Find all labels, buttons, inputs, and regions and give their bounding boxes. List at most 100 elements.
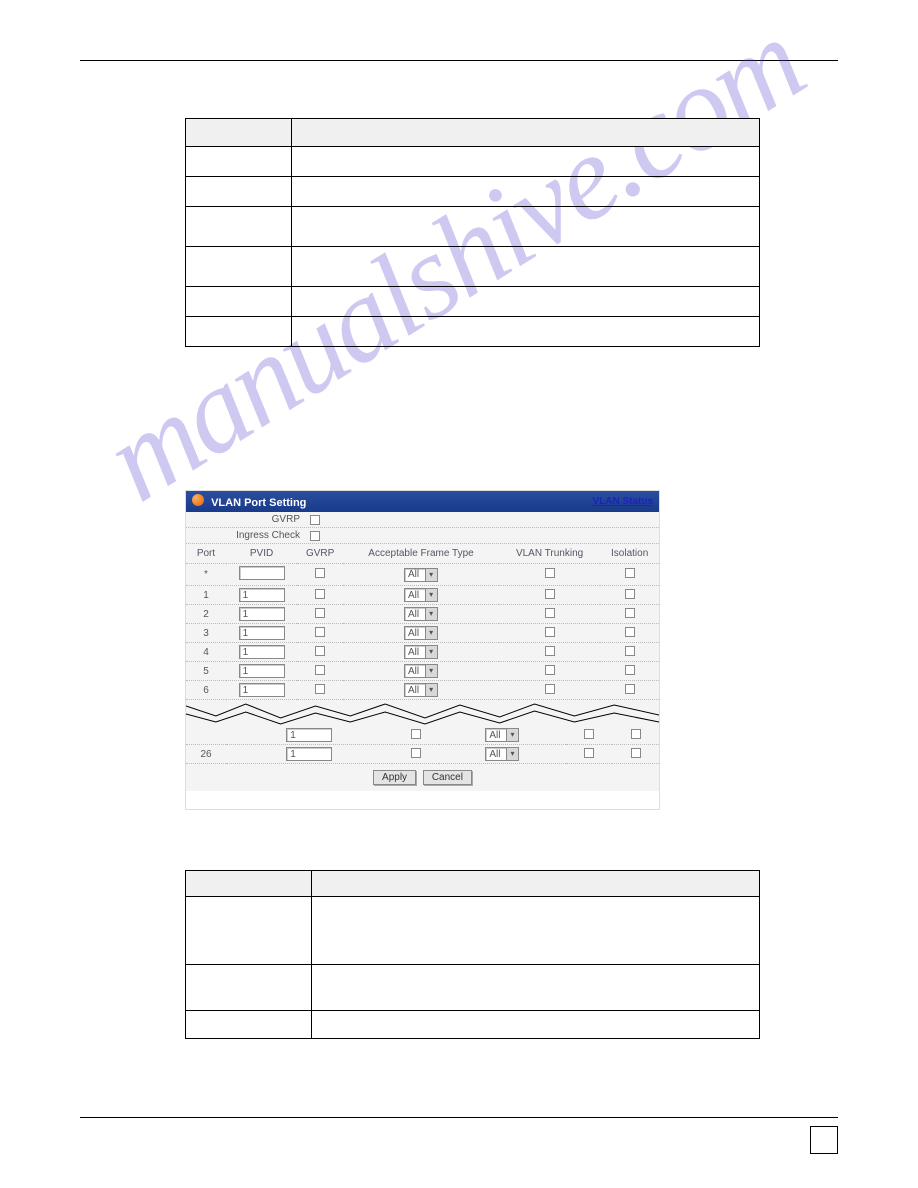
port-num: 1 xyxy=(186,586,226,605)
table1-cell xyxy=(186,177,292,207)
isolation-checkbox[interactable] xyxy=(625,589,635,599)
frame-type-select[interactable]: All▾ xyxy=(404,588,438,602)
vlan-screenshot: VLAN Port Setting VLAN Status GVRP Ingre… xyxy=(185,490,660,810)
port-num: 6 xyxy=(186,681,226,700)
col-port: Port xyxy=(186,544,226,564)
gvrp-port-checkbox[interactable] xyxy=(411,729,421,739)
frame-type-select[interactable]: All▾ xyxy=(404,664,438,678)
chevron-down-icon: ▾ xyxy=(425,684,437,696)
pvid-input[interactable]: 1 xyxy=(239,664,285,678)
isolation-checkbox[interactable] xyxy=(625,608,635,618)
top-rule xyxy=(80,60,838,61)
gvrp-port-checkbox[interactable] xyxy=(411,748,421,758)
ingress-row: Ingress Check xyxy=(186,528,659,544)
port-num xyxy=(186,726,226,745)
port-num: 3 xyxy=(186,624,226,643)
table2-cell xyxy=(312,897,760,965)
port-table-bottom: 1 All▾ 26 1 All▾ xyxy=(186,726,659,764)
pvid-input[interactable]: 1 xyxy=(239,645,285,659)
cancel-button[interactable]: Cancel xyxy=(423,770,472,785)
vlan-title-wrap: VLAN Port Setting xyxy=(192,494,306,509)
pvid-input[interactable]: 1 xyxy=(286,728,332,742)
pvid-input[interactable]: 1 xyxy=(286,747,332,761)
table1-cell xyxy=(292,147,760,177)
pvid-input[interactable]: 1 xyxy=(239,607,285,621)
gvrp-port-checkbox[interactable] xyxy=(315,665,325,675)
gvrp-port-checkbox[interactable] xyxy=(315,568,325,578)
gvrp-port-checkbox[interactable] xyxy=(315,684,325,694)
frame-type-select[interactable]: All▾ xyxy=(485,728,519,742)
gvrp-port-checkbox[interactable] xyxy=(315,627,325,637)
port-num: 2 xyxy=(186,605,226,624)
page: manualshive.com VLAN Port Setting VLAN S… xyxy=(0,0,918,1188)
vlan-status-link[interactable]: VLAN Status xyxy=(592,496,653,507)
gvrp-row: GVRP xyxy=(186,512,659,528)
port-row: 21 All▾ xyxy=(186,605,659,624)
table1 xyxy=(185,118,760,347)
col-gvrp: GVRP xyxy=(297,544,343,564)
trunk-checkbox[interactable] xyxy=(545,608,555,618)
trunk-checkbox[interactable] xyxy=(545,665,555,675)
trunk-checkbox[interactable] xyxy=(545,627,555,637)
frame-type-select[interactable]: All▾ xyxy=(404,645,438,659)
trunk-checkbox[interactable] xyxy=(545,589,555,599)
gvrp-checkbox[interactable] xyxy=(310,515,320,525)
table1-cell xyxy=(186,207,292,247)
table2-cell xyxy=(186,897,312,965)
vlan-title: VLAN Port Setting xyxy=(211,497,306,509)
col-trunk: VLAN Trunking xyxy=(499,544,600,564)
col-iso: Isolation xyxy=(600,544,659,564)
isolation-checkbox[interactable] xyxy=(631,729,641,739)
col-pvid: PVID xyxy=(226,544,297,564)
ingress-checkbox[interactable] xyxy=(310,531,320,541)
frame-type-select[interactable]: All▾ xyxy=(485,747,519,761)
gvrp-port-checkbox[interactable] xyxy=(315,646,325,656)
port-num: 4 xyxy=(186,643,226,662)
gvrp-label: GVRP xyxy=(190,514,310,525)
frame-type-select[interactable]: All▾ xyxy=(404,683,438,697)
frame-type-select[interactable]: All▾ xyxy=(404,568,438,582)
port-row: 1 All▾ xyxy=(186,726,659,745)
trunk-checkbox[interactable] xyxy=(545,568,555,578)
vlan-header: VLAN Port Setting VLAN Status xyxy=(186,491,659,512)
trunk-checkbox[interactable] xyxy=(545,684,555,694)
isolation-checkbox[interactable] xyxy=(625,684,635,694)
chevron-down-icon: ▾ xyxy=(506,748,518,760)
apply-button[interactable]: Apply xyxy=(373,770,416,785)
trunk-checkbox[interactable] xyxy=(545,646,555,656)
pvid-input[interactable]: 1 xyxy=(239,683,285,697)
frame-type-select[interactable]: All▾ xyxy=(404,607,438,621)
ingress-label: Ingress Check xyxy=(190,530,310,541)
port-row: 41 All▾ xyxy=(186,643,659,662)
port-row: 61 All▾ xyxy=(186,681,659,700)
isolation-checkbox[interactable] xyxy=(625,568,635,578)
pvid-input[interactable] xyxy=(239,566,285,580)
table1-cell xyxy=(186,247,292,287)
page-number-box xyxy=(810,1126,838,1154)
table2-cell xyxy=(312,965,760,1011)
chevron-down-icon: ▾ xyxy=(425,646,437,658)
gvrp-port-checkbox[interactable] xyxy=(315,608,325,618)
isolation-checkbox[interactable] xyxy=(625,646,635,656)
gvrp-port-checkbox[interactable] xyxy=(315,589,325,599)
table2 xyxy=(185,870,760,1039)
isolation-checkbox[interactable] xyxy=(625,627,635,637)
pvid-input[interactable]: 1 xyxy=(239,626,285,640)
port-num: 26 xyxy=(186,745,226,764)
port-row: 51 All▾ xyxy=(186,662,659,681)
table1-cell xyxy=(186,147,292,177)
port-row: 11 All▾ xyxy=(186,586,659,605)
isolation-checkbox[interactable] xyxy=(625,665,635,675)
button-bar: Apply Cancel xyxy=(186,764,659,791)
table1-cell xyxy=(292,247,760,287)
trunk-checkbox[interactable] xyxy=(584,748,594,758)
chevron-down-icon: ▾ xyxy=(425,569,437,581)
frame-type-select[interactable]: All▾ xyxy=(404,626,438,640)
table1-cell xyxy=(292,177,760,207)
port-num: 5 xyxy=(186,662,226,681)
table1-cell xyxy=(186,287,292,317)
trunk-checkbox[interactable] xyxy=(584,729,594,739)
isolation-checkbox[interactable] xyxy=(631,748,641,758)
pvid-input[interactable]: 1 xyxy=(239,588,285,602)
table2-header-label xyxy=(186,871,312,897)
